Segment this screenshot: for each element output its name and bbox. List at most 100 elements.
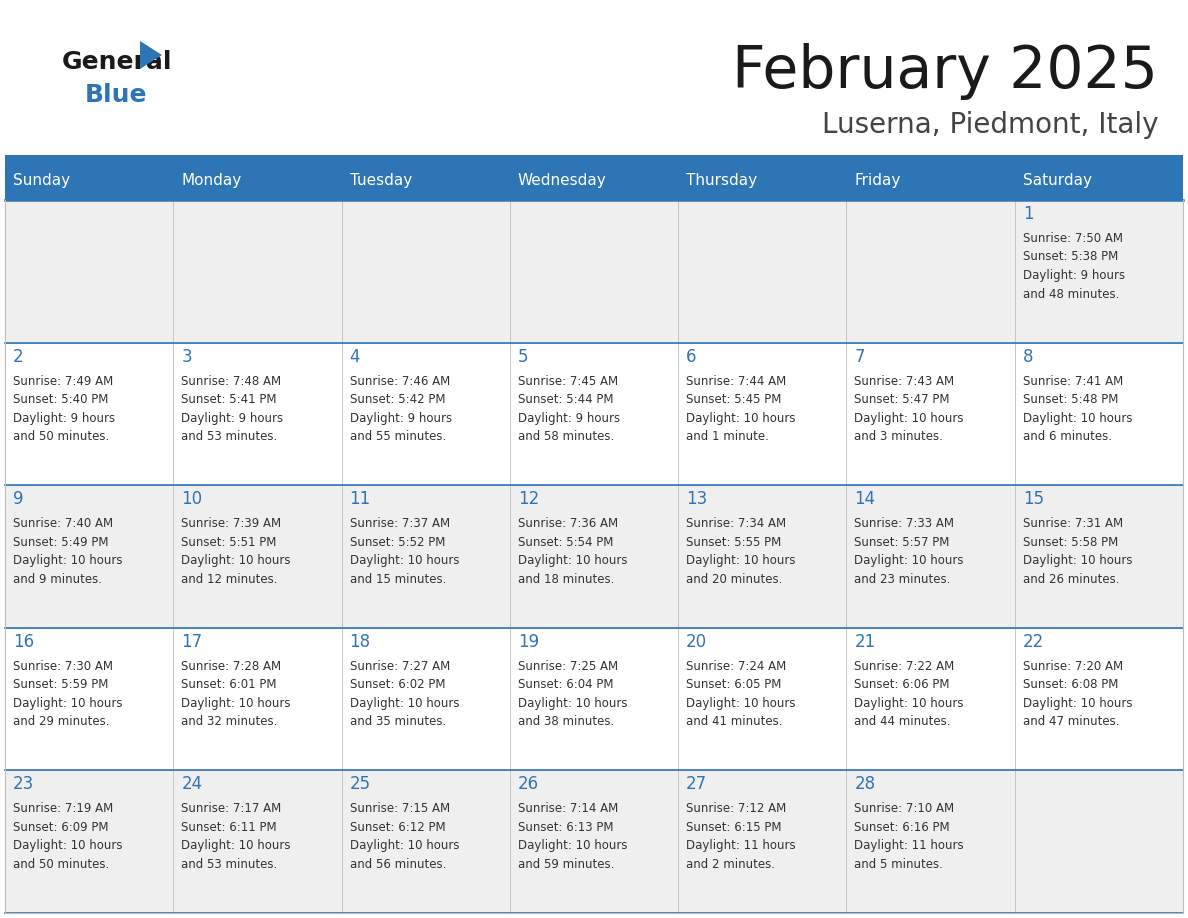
Bar [5, 628, 173, 770]
Bar [1015, 486, 1183, 628]
Bar [510, 486, 678, 628]
Bar [173, 486, 342, 628]
Bar [678, 160, 846, 200]
Text: Sunrise: 7:50 AM
Sunset: 5:38 PM
Daylight: 9 hours
and 48 minutes.: Sunrise: 7:50 AM Sunset: 5:38 PM Dayligh… [1023, 232, 1125, 300]
Bar [678, 342, 846, 486]
Bar [173, 160, 342, 200]
Bar [342, 770, 510, 913]
Text: 27: 27 [687, 776, 707, 793]
Text: Saturday: Saturday [1023, 173, 1092, 187]
Bar [5, 486, 173, 628]
Text: 24: 24 [182, 776, 202, 793]
Text: 14: 14 [854, 490, 876, 509]
Text: Sunrise: 7:49 AM
Sunset: 5:40 PM
Daylight: 9 hours
and 50 minutes.: Sunrise: 7:49 AM Sunset: 5:40 PM Dayligh… [13, 375, 115, 443]
Text: 19: 19 [518, 633, 539, 651]
Text: 6: 6 [687, 348, 696, 365]
Text: 17: 17 [182, 633, 202, 651]
Text: Sunrise: 7:46 AM
Sunset: 5:42 PM
Daylight: 9 hours
and 55 minutes.: Sunrise: 7:46 AM Sunset: 5:42 PM Dayligh… [349, 375, 451, 443]
Text: Sunrise: 7:19 AM
Sunset: 6:09 PM
Daylight: 10 hours
and 50 minutes.: Sunrise: 7:19 AM Sunset: 6:09 PM Dayligh… [13, 802, 122, 871]
Bar [5, 160, 173, 200]
Text: 1: 1 [1023, 205, 1034, 223]
Text: Sunday: Sunday [13, 173, 70, 187]
Text: 2: 2 [13, 348, 24, 365]
Text: Sunrise: 7:20 AM
Sunset: 6:08 PM
Daylight: 10 hours
and 47 minutes.: Sunrise: 7:20 AM Sunset: 6:08 PM Dayligh… [1023, 660, 1132, 728]
Text: 10: 10 [182, 490, 202, 509]
Bar [846, 770, 1015, 913]
Text: 11: 11 [349, 490, 371, 509]
Bar [342, 486, 510, 628]
Bar [5, 770, 173, 913]
Text: Sunrise: 7:14 AM
Sunset: 6:13 PM
Daylight: 10 hours
and 59 minutes.: Sunrise: 7:14 AM Sunset: 6:13 PM Dayligh… [518, 802, 627, 871]
Text: Sunrise: 7:40 AM
Sunset: 5:49 PM
Daylight: 10 hours
and 9 minutes.: Sunrise: 7:40 AM Sunset: 5:49 PM Dayligh… [13, 517, 122, 586]
Text: Wednesday: Wednesday [518, 173, 607, 187]
Text: 22: 22 [1023, 633, 1044, 651]
Text: Sunrise: 7:48 AM
Sunset: 5:41 PM
Daylight: 9 hours
and 53 minutes.: Sunrise: 7:48 AM Sunset: 5:41 PM Dayligh… [182, 375, 284, 443]
Bar [678, 200, 846, 342]
Text: 5: 5 [518, 348, 529, 365]
Text: February 2025: February 2025 [732, 43, 1158, 100]
Text: Blue: Blue [86, 83, 147, 107]
Bar [1015, 628, 1183, 770]
Bar [173, 628, 342, 770]
Bar [1015, 342, 1183, 486]
Text: Sunrise: 7:41 AM
Sunset: 5:48 PM
Daylight: 10 hours
and 6 minutes.: Sunrise: 7:41 AM Sunset: 5:48 PM Dayligh… [1023, 375, 1132, 443]
Bar [846, 342, 1015, 486]
Text: Sunrise: 7:36 AM
Sunset: 5:54 PM
Daylight: 10 hours
and 18 minutes.: Sunrise: 7:36 AM Sunset: 5:54 PM Dayligh… [518, 517, 627, 586]
Text: General: General [62, 50, 172, 74]
Text: Friday: Friday [854, 173, 901, 187]
Bar [5, 200, 173, 342]
Text: Sunrise: 7:43 AM
Sunset: 5:47 PM
Daylight: 10 hours
and 3 minutes.: Sunrise: 7:43 AM Sunset: 5:47 PM Dayligh… [854, 375, 963, 443]
Text: Sunrise: 7:12 AM
Sunset: 6:15 PM
Daylight: 11 hours
and 2 minutes.: Sunrise: 7:12 AM Sunset: 6:15 PM Dayligh… [687, 802, 796, 871]
Text: Sunrise: 7:10 AM
Sunset: 6:16 PM
Daylight: 11 hours
and 5 minutes.: Sunrise: 7:10 AM Sunset: 6:16 PM Dayligh… [854, 802, 963, 871]
Text: Sunrise: 7:27 AM
Sunset: 6:02 PM
Daylight: 10 hours
and 35 minutes.: Sunrise: 7:27 AM Sunset: 6:02 PM Dayligh… [349, 660, 459, 728]
Bar [1015, 200, 1183, 342]
Text: 28: 28 [854, 776, 876, 793]
Bar [678, 628, 846, 770]
Text: 8: 8 [1023, 348, 1034, 365]
Text: Sunrise: 7:33 AM
Sunset: 5:57 PM
Daylight: 10 hours
and 23 minutes.: Sunrise: 7:33 AM Sunset: 5:57 PM Dayligh… [854, 517, 963, 586]
Bar [342, 200, 510, 342]
Text: Sunrise: 7:17 AM
Sunset: 6:11 PM
Daylight: 10 hours
and 53 minutes.: Sunrise: 7:17 AM Sunset: 6:11 PM Dayligh… [182, 802, 291, 871]
Text: 15: 15 [1023, 490, 1044, 509]
Bar [510, 200, 678, 342]
Text: Sunrise: 7:28 AM
Sunset: 6:01 PM
Daylight: 10 hours
and 32 minutes.: Sunrise: 7:28 AM Sunset: 6:01 PM Dayligh… [182, 660, 291, 728]
Text: Sunrise: 7:34 AM
Sunset: 5:55 PM
Daylight: 10 hours
and 20 minutes.: Sunrise: 7:34 AM Sunset: 5:55 PM Dayligh… [687, 517, 796, 586]
Text: Thursday: Thursday [687, 173, 757, 187]
Text: Sunrise: 7:24 AM
Sunset: 6:05 PM
Daylight: 10 hours
and 41 minutes.: Sunrise: 7:24 AM Sunset: 6:05 PM Dayligh… [687, 660, 796, 728]
Text: Sunrise: 7:37 AM
Sunset: 5:52 PM
Daylight: 10 hours
and 15 minutes.: Sunrise: 7:37 AM Sunset: 5:52 PM Dayligh… [349, 517, 459, 586]
Bar [342, 342, 510, 486]
Bar [678, 486, 846, 628]
Bar [5, 342, 173, 486]
Bar [510, 342, 678, 486]
Text: 26: 26 [518, 776, 539, 793]
Text: 25: 25 [349, 776, 371, 793]
Bar [846, 486, 1015, 628]
Bar [342, 628, 510, 770]
Text: Tuesday: Tuesday [349, 173, 412, 187]
Bar [510, 160, 678, 200]
Bar [1015, 160, 1183, 200]
Text: 3: 3 [182, 348, 192, 365]
Text: Sunrise: 7:39 AM
Sunset: 5:51 PM
Daylight: 10 hours
and 12 minutes.: Sunrise: 7:39 AM Sunset: 5:51 PM Dayligh… [182, 517, 291, 586]
Bar [510, 628, 678, 770]
Bar [5, 155, 1183, 160]
Bar [173, 200, 342, 342]
Text: 20: 20 [687, 633, 707, 651]
Polygon shape [140, 41, 162, 69]
Text: Sunrise: 7:25 AM
Sunset: 6:04 PM
Daylight: 10 hours
and 38 minutes.: Sunrise: 7:25 AM Sunset: 6:04 PM Dayligh… [518, 660, 627, 728]
Bar [678, 770, 846, 913]
Text: 13: 13 [687, 490, 707, 509]
Text: Sunrise: 7:31 AM
Sunset: 5:58 PM
Daylight: 10 hours
and 26 minutes.: Sunrise: 7:31 AM Sunset: 5:58 PM Dayligh… [1023, 517, 1132, 586]
Bar [846, 200, 1015, 342]
Text: Sunrise: 7:15 AM
Sunset: 6:12 PM
Daylight: 10 hours
and 56 minutes.: Sunrise: 7:15 AM Sunset: 6:12 PM Dayligh… [349, 802, 459, 871]
Text: 4: 4 [349, 348, 360, 365]
Bar [846, 628, 1015, 770]
Text: 7: 7 [854, 348, 865, 365]
Text: Sunrise: 7:22 AM
Sunset: 6:06 PM
Daylight: 10 hours
and 44 minutes.: Sunrise: 7:22 AM Sunset: 6:06 PM Dayligh… [854, 660, 963, 728]
Text: 21: 21 [854, 633, 876, 651]
Text: 23: 23 [13, 776, 34, 793]
Text: Sunrise: 7:45 AM
Sunset: 5:44 PM
Daylight: 9 hours
and 58 minutes.: Sunrise: 7:45 AM Sunset: 5:44 PM Dayligh… [518, 375, 620, 443]
Text: 18: 18 [349, 633, 371, 651]
Bar [846, 160, 1015, 200]
Bar [173, 342, 342, 486]
